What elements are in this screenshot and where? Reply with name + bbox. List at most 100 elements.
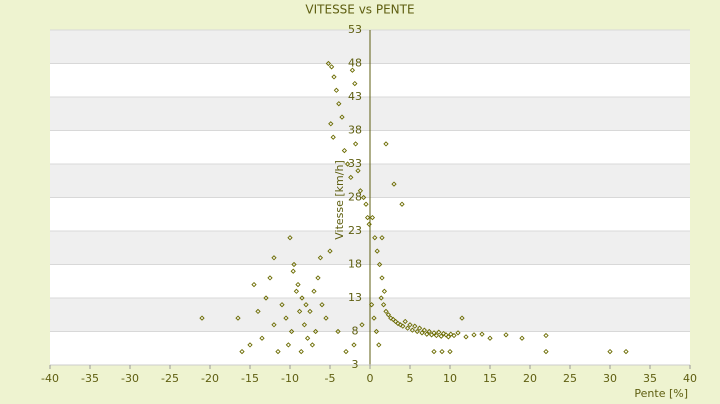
data-point — [336, 101, 342, 107]
data-point — [383, 141, 389, 147]
data-point — [395, 320, 401, 327]
data-point — [283, 315, 289, 321]
data-point — [239, 348, 245, 355]
data-point — [317, 255, 324, 261]
data-point — [341, 147, 348, 154]
data-point — [285, 342, 292, 348]
data-point — [380, 302, 387, 308]
data-point — [385, 312, 392, 318]
data-point — [407, 322, 413, 328]
data-point — [416, 325, 423, 331]
data-point — [455, 330, 461, 336]
data-point — [519, 335, 525, 341]
x-tick-label: -30 — [121, 372, 139, 385]
data-point — [409, 327, 416, 333]
data-point — [366, 221, 372, 227]
data-point — [400, 323, 406, 329]
y-axis-label: Vitesse [km/h] — [333, 160, 346, 240]
data-point — [369, 214, 376, 221]
data-point — [364, 214, 371, 221]
data-point — [307, 308, 313, 315]
data-point — [419, 330, 425, 336]
data-point — [397, 322, 404, 328]
data-point — [357, 188, 364, 194]
data-point — [388, 315, 394, 321]
data-point — [447, 348, 453, 355]
x-tick-label: 20 — [523, 372, 537, 385]
data-point — [303, 302, 309, 308]
data-point — [352, 80, 358, 87]
y-tick-label: 13 — [348, 291, 362, 304]
data-point — [383, 308, 389, 315]
data-point — [431, 330, 437, 336]
data-point — [279, 302, 285, 308]
y-tick-label: 28 — [348, 191, 362, 204]
data-point — [440, 330, 447, 337]
data-point — [399, 201, 405, 207]
data-point — [255, 308, 261, 315]
data-point — [436, 329, 442, 335]
data-point — [373, 328, 380, 335]
data-point — [235, 315, 241, 321]
data-point — [291, 261, 297, 268]
x-tick-label: -35 — [81, 372, 99, 385]
x-axis-label: Pente [%] — [634, 387, 688, 400]
data-point — [328, 64, 335, 70]
data-point — [438, 333, 444, 339]
data-point — [459, 315, 465, 321]
data-point — [352, 141, 359, 147]
data-point — [312, 328, 319, 335]
data-point — [331, 74, 337, 80]
x-tick-label: 5 — [407, 372, 414, 385]
data-point — [463, 334, 469, 340]
data-point — [299, 295, 305, 301]
data-point — [543, 348, 549, 355]
data-point — [433, 332, 440, 339]
data-point — [355, 168, 361, 174]
data-point — [247, 342, 253, 348]
data-point — [374, 248, 380, 254]
data-point — [623, 348, 629, 355]
data-point — [412, 323, 418, 329]
chart-title: VITESSE vs PENTE — [305, 3, 414, 17]
y-tick-label: 3 — [352, 358, 359, 371]
data-point — [296, 308, 303, 315]
data-point — [351, 342, 357, 348]
data-point — [379, 235, 385, 241]
data-point — [607, 348, 613, 355]
data-point — [251, 281, 257, 288]
x-tick-label: 35 — [643, 372, 657, 385]
data-point — [363, 201, 369, 207]
data-point — [295, 281, 301, 288]
data-point — [330, 134, 336, 140]
data-point — [315, 275, 321, 281]
x-tick-label: -40 — [41, 372, 59, 385]
data-point — [263, 295, 269, 301]
x-tick-label: -15 — [241, 372, 259, 385]
y-tick-label: 43 — [348, 90, 362, 103]
data-point — [368, 302, 375, 308]
data-point — [288, 328, 295, 335]
x-tick-label: -5 — [325, 372, 336, 385]
data-point — [333, 87, 340, 93]
x-tick-label: -20 — [201, 372, 219, 385]
data-point — [421, 327, 428, 333]
y-tick-label: 53 — [348, 23, 362, 36]
data-point — [359, 322, 365, 328]
data-point — [404, 325, 411, 331]
data-point — [371, 315, 377, 321]
data-point — [323, 315, 329, 321]
x-tick-label: 25 — [563, 372, 577, 385]
y-tick-label: 23 — [348, 224, 362, 237]
data-point — [287, 235, 293, 241]
data-point — [199, 315, 205, 321]
data-point — [267, 275, 273, 281]
data-point — [327, 248, 333, 254]
data-point — [259, 335, 265, 341]
y-tick-label: 48 — [348, 57, 362, 70]
data-point — [391, 181, 397, 187]
data-point — [376, 261, 383, 268]
data-point — [290, 268, 296, 274]
y-tick-label: 18 — [348, 258, 362, 271]
